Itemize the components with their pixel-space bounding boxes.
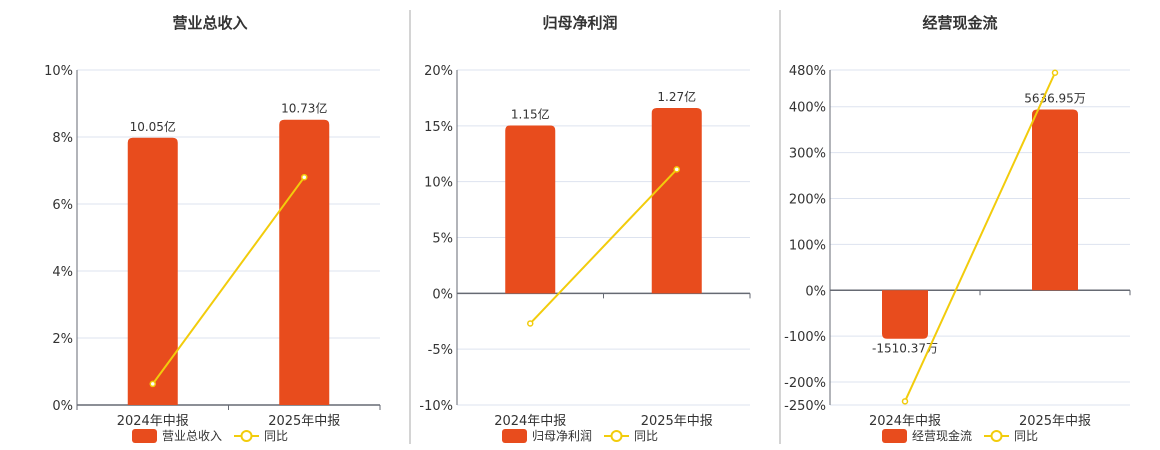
y-tick-label: 10% xyxy=(424,176,453,191)
bar xyxy=(1032,109,1078,291)
legend-bar-label: 经营现金流 xyxy=(912,428,972,443)
legend-bar-swatch xyxy=(882,429,907,443)
y-tick-label: 300% xyxy=(789,147,826,162)
y-tick-label: 10% xyxy=(44,64,73,79)
y-tick-label: 6% xyxy=(52,198,73,213)
y-tick-label: 20% xyxy=(424,64,453,79)
y-tick-label: 5% xyxy=(432,232,453,247)
x-tick-label: 2025年中报 xyxy=(641,414,713,429)
yoy-point xyxy=(673,166,680,173)
y-tick-label: 200% xyxy=(789,192,826,207)
bar-data-label: 10.05亿 xyxy=(130,119,176,134)
legend-line-label: 同比 xyxy=(1014,429,1038,443)
x-tick-label: 2024年中报 xyxy=(494,414,566,429)
y-tick-label: 400% xyxy=(789,101,826,116)
chart-title: 经营现金流 xyxy=(922,14,997,32)
chart-title: 归母净利润 xyxy=(542,14,617,32)
bar xyxy=(651,107,702,294)
y-tick-label: 0% xyxy=(805,284,826,299)
x-tick-label: 2025年中报 xyxy=(268,414,340,429)
y-tick-label: 8% xyxy=(52,131,73,146)
y-tick-label: -250% xyxy=(784,399,826,414)
legend-bar-swatch xyxy=(502,429,527,443)
bar-data-label: 10.73亿 xyxy=(281,101,327,116)
legend-bar-label: 归母净利润 xyxy=(532,429,592,443)
legend-bar-swatch xyxy=(132,429,157,443)
y-tick-label: -5% xyxy=(428,343,453,358)
y-tick-label: 0% xyxy=(52,399,73,414)
x-tick-label: 2025年中报 xyxy=(1019,414,1091,429)
bar xyxy=(279,119,330,405)
chart-2: 归母净利润 -10% -5% 0% 5% 10% 15% 20% 2024年中报 1.15亿 202… xyxy=(419,14,751,443)
bar xyxy=(505,125,556,294)
legend-line-marker xyxy=(610,430,623,442)
x-tick-label: 2024年中报 xyxy=(869,414,941,429)
legend-line-marker xyxy=(990,430,1003,442)
y-tick-label: 15% xyxy=(424,120,453,135)
y-tick-label: 4% xyxy=(52,265,73,280)
chart-title: 营业总收入 xyxy=(172,14,247,32)
legend-line-label: 同比 xyxy=(264,429,288,443)
y-tick-label: -10% xyxy=(419,399,453,414)
bar xyxy=(882,290,928,339)
legend-line-label: 同比 xyxy=(634,429,658,443)
y-tick-label: 100% xyxy=(789,238,826,253)
x-tick-label: 2024年中报 xyxy=(117,414,189,429)
bar-data-label: 1.15亿 xyxy=(511,106,550,121)
y-tick-label: 480% xyxy=(789,64,826,79)
yoy-line xyxy=(151,176,306,385)
chart-3: 经营现金流 -250% -200% -100% 0% 100% 200% 300% 400% 48… xyxy=(784,14,1131,443)
legend-line-marker xyxy=(240,430,253,442)
bar-data-label: 1.27亿 xyxy=(657,89,696,104)
legend-bar-label: 营业总收入 xyxy=(162,429,222,443)
yoy-point xyxy=(901,398,909,405)
yoy-point xyxy=(527,320,534,327)
y-tick-label: -200% xyxy=(784,376,826,391)
y-tick-label: 0% xyxy=(432,287,453,302)
bar xyxy=(127,137,178,406)
yoy-point xyxy=(149,380,156,388)
y-tick-label: 2% xyxy=(52,332,73,347)
yoy-line xyxy=(529,168,678,325)
bar-data-label: -1510.37万 xyxy=(872,342,938,356)
yoy-point xyxy=(1051,69,1059,77)
yoy-point xyxy=(301,173,308,181)
y-tick-label: -100% xyxy=(784,330,826,345)
yoy-line xyxy=(904,72,1056,402)
chart-1: 营业总收入 0% 2% 4% 6% 8% 10% 2024年中报 10.05亿 2025年中报 10… xyxy=(44,14,381,443)
bar-data-label: 5636.95万 xyxy=(1024,92,1086,106)
